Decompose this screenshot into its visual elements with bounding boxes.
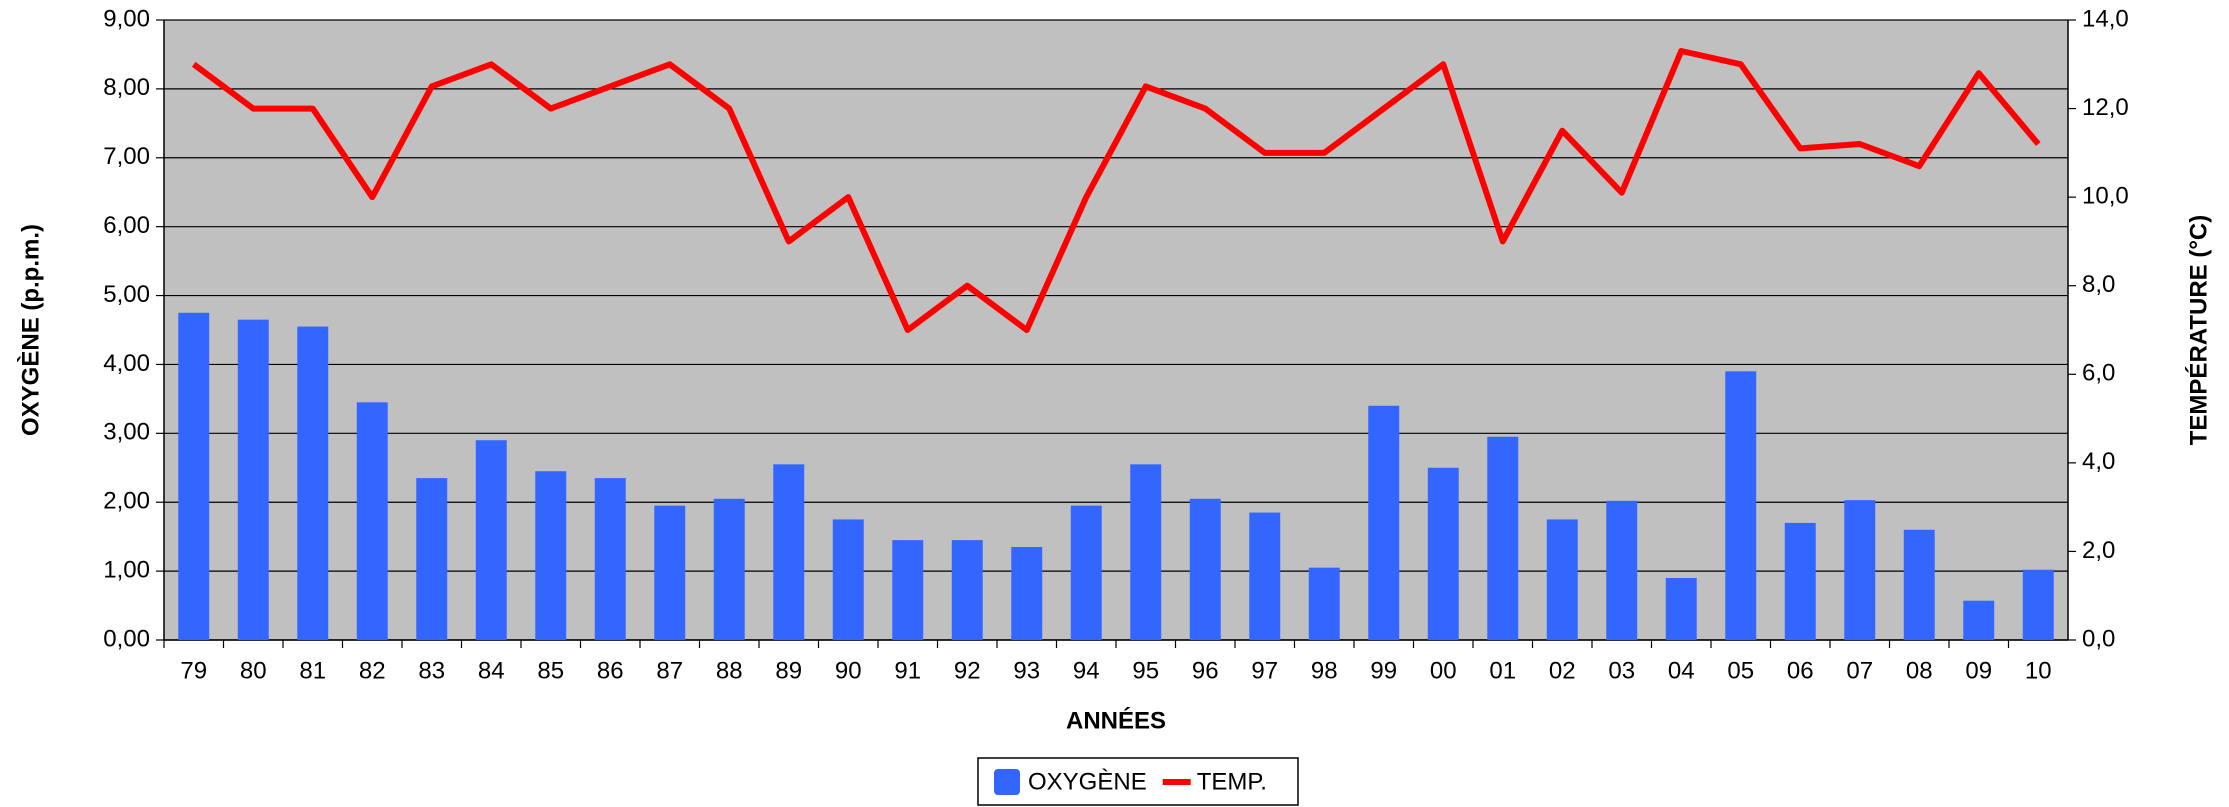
- x-tick-label: 83: [418, 657, 445, 684]
- y-tick-label: 2,00: [103, 488, 150, 515]
- y2-axis-label: TEMPÉRATURE (°C): [2184, 215, 2212, 445]
- x-tick-label: 81: [299, 657, 326, 684]
- bar: [951, 540, 983, 640]
- x-tick-label: 01: [1489, 657, 1516, 684]
- x-tick-label: 04: [1668, 657, 1695, 684]
- bar: [1308, 567, 1340, 640]
- bar: [713, 498, 745, 640]
- bar: [1487, 436, 1519, 640]
- legend: [977, 757, 1299, 806]
- x-tick-label: 06: [1787, 657, 1814, 684]
- y2-tick-label: 8,0: [2082, 271, 2115, 298]
- bar: [356, 402, 388, 640]
- bar: [1903, 529, 1935, 640]
- y2-tick-label: 12,0: [2082, 94, 2129, 121]
- bar: [773, 464, 805, 640]
- x-tick-label: 98: [1311, 657, 1338, 684]
- bar: [1249, 512, 1281, 640]
- bar: [1963, 600, 1995, 640]
- y-tick-label: 6,00: [103, 212, 150, 239]
- x-tick-label: 93: [1013, 657, 1040, 684]
- bar: [1070, 505, 1102, 640]
- x-tick-label: 05: [1727, 657, 1754, 684]
- x-tick-label: 88: [716, 657, 743, 684]
- x-tick-label: 99: [1370, 657, 1397, 684]
- bar: [1725, 371, 1757, 640]
- x-tick-label: 97: [1251, 657, 1278, 684]
- x-tick-label: 95: [1132, 657, 1159, 684]
- bar: [1784, 522, 1816, 640]
- x-tick-label: 79: [180, 657, 207, 684]
- y2-tick-label: 14,0: [2082, 5, 2129, 32]
- bar: [1546, 519, 1578, 640]
- x-axis-label: ANNÉES: [1066, 706, 1166, 734]
- x-tick-label: 85: [537, 657, 564, 684]
- bar: [594, 478, 626, 640]
- y2-tick-label: 2,0: [2082, 537, 2115, 564]
- x-tick-label: 02: [1549, 657, 1576, 684]
- x-tick-label: 90: [835, 657, 862, 684]
- x-tick-label: 08: [1906, 657, 1933, 684]
- x-tick-label: 91: [894, 657, 921, 684]
- y2-tick-label: 10,0: [2082, 182, 2129, 209]
- line: [191, 48, 2041, 333]
- x-tick-label: 03: [1608, 657, 1635, 684]
- bar: [1130, 464, 1162, 640]
- bar: [416, 478, 448, 640]
- y-tick-label: 3,00: [103, 419, 150, 446]
- x-tick-label: 87: [656, 657, 683, 684]
- y-tick-label: 9,00: [103, 5, 150, 32]
- x-tick-label: 92: [954, 657, 981, 684]
- bar: [1665, 578, 1697, 640]
- legend-label: OXYGÈNE: [1028, 768, 1147, 795]
- bar: [1606, 500, 1638, 640]
- bar: [1427, 467, 1459, 640]
- bar: [1368, 405, 1400, 640]
- y-tick-label: 8,00: [103, 74, 150, 101]
- x-tick-label: 82: [359, 657, 386, 684]
- x-tick-label: 00: [1430, 657, 1457, 684]
- y-axis-label: OXYGÈNE (p.p.m.): [16, 224, 44, 436]
- bar: [2022, 569, 2054, 640]
- bar: [475, 440, 507, 640]
- bar: [178, 312, 210, 640]
- legend-label: TEMP.: [1197, 768, 1267, 795]
- x-tick-label: 84: [478, 657, 505, 684]
- x-tick-label: 86: [597, 657, 624, 684]
- y2-tick-label: 0,0: [2082, 625, 2115, 652]
- y-tick-label: 0,00: [103, 625, 150, 652]
- x-tick-label: 96: [1192, 657, 1219, 684]
- y-tick-label: 7,00: [103, 143, 150, 170]
- x-tick-label: 94: [1073, 657, 1100, 684]
- y-tick-label: 4,00: [103, 350, 150, 377]
- y2-tick-label: 6,0: [2082, 360, 2115, 387]
- bar: [892, 540, 924, 640]
- y-tick-label: 1,00: [103, 556, 150, 583]
- bar: [654, 505, 686, 640]
- x-tick-label: 80: [240, 657, 267, 684]
- plot-area: [164, 20, 2068, 640]
- bar: [535, 471, 567, 640]
- x-tick-label: 07: [1846, 657, 1873, 684]
- bar: [1011, 547, 1043, 640]
- bar: [832, 519, 864, 640]
- bar: [1189, 498, 1221, 640]
- x-tick-label: 09: [1965, 657, 1992, 684]
- bar: [1844, 500, 1876, 640]
- y-tick-label: 5,00: [103, 281, 150, 308]
- y2-tick-label: 4,0: [2082, 448, 2115, 475]
- bar: [297, 326, 329, 640]
- bar: [237, 319, 269, 640]
- x-tick-label: 89: [775, 657, 802, 684]
- x-tick-label: 10: [2025, 657, 2052, 684]
- legend-swatch: [994, 769, 1020, 795]
